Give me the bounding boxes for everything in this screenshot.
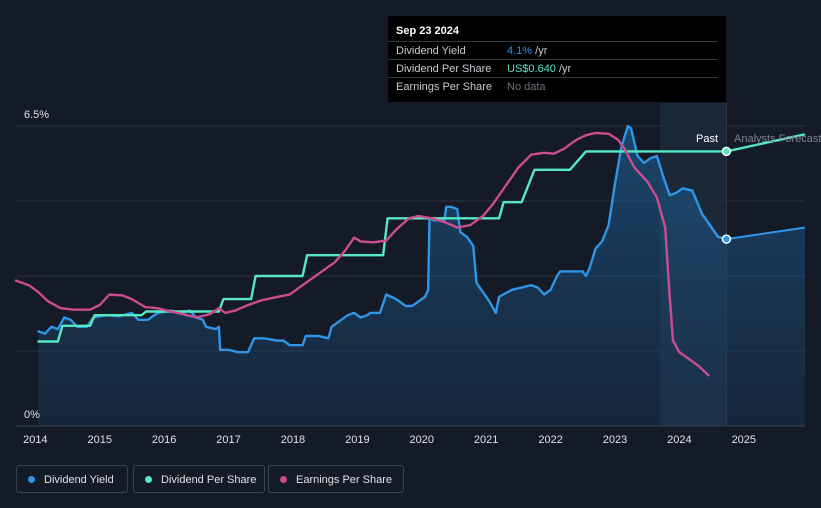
legend-label: Dividend Per Share xyxy=(161,474,257,486)
tooltip-value: No data xyxy=(507,81,546,93)
x-tick-label: 2019 xyxy=(345,434,369,446)
x-tick-label: 2023 xyxy=(603,434,627,446)
tooltip-date: Sep 23 2024 xyxy=(396,25,459,37)
past-label: Past xyxy=(696,133,718,145)
dividend-per-share-line xyxy=(37,150,728,343)
earnings-per-share-value: No data xyxy=(507,81,546,93)
x-tick-label: 2017 xyxy=(216,434,240,446)
tooltip-row-dividend-per-share: Dividend Per Share US$0.640 /yr xyxy=(388,59,718,78)
y-axis-ticks: 6.5% 0% xyxy=(24,109,49,421)
tooltip-suffix: /yr xyxy=(555,63,572,75)
dividend-per-share-marker xyxy=(721,146,732,157)
legend-item-dividend-yield[interactable]: Dividend Yield xyxy=(16,465,128,493)
dividend-yield-value: 4.1% xyxy=(507,45,533,57)
earnings-per-share-line xyxy=(14,131,710,377)
legend-label: Earnings Per Share xyxy=(296,474,392,486)
tooltip-label: Earnings Per Share xyxy=(396,81,492,93)
x-tick-label: 2015 xyxy=(87,434,111,446)
legend-dot-icon xyxy=(145,476,152,483)
dividend-per-share-value: US$0.640 xyxy=(507,63,556,75)
tooltip-value: 4.1% /yr xyxy=(507,45,547,57)
tooltip-label: Dividend Yield xyxy=(396,45,466,57)
tooltip-suffix: /yr xyxy=(532,45,548,57)
legend-item-earnings-per-share[interactable]: Earnings Per Share xyxy=(268,465,404,493)
analysts-forecasts-label: Analysts Forecasts xyxy=(734,133,821,145)
tooltip-label: Dividend Per Share xyxy=(396,63,492,75)
legend-dot-icon xyxy=(28,476,35,483)
y-tick-label: 6.5% xyxy=(24,109,49,121)
legend-label: Dividend Yield xyxy=(44,474,114,486)
legend-item-dividend-per-share[interactable]: Dividend Per Share xyxy=(133,465,265,493)
tooltip-row-earnings-per-share: Earnings Per Share No data xyxy=(388,77,718,96)
x-tick-label: 2014 xyxy=(23,434,47,446)
tooltip-value: US$0.640 /yr xyxy=(507,63,571,75)
legend-dot-icon xyxy=(280,476,287,483)
tooltip-row-dividend-yield: Dividend Yield 4.1% /yr xyxy=(388,41,718,60)
x-tick-label: 2018 xyxy=(281,434,305,446)
x-tick-label: 2016 xyxy=(152,434,176,446)
x-tick-label: 2024 xyxy=(667,434,691,446)
series-markers xyxy=(721,146,732,244)
x-tick-label: 2020 xyxy=(410,434,434,446)
x-tick-label: 2025 xyxy=(732,434,756,446)
tooltip: Sep 23 2024 Dividend Yield 4.1% /yr Divi… xyxy=(388,16,726,102)
series-lines xyxy=(14,124,806,377)
y-tick-label: 0% xyxy=(24,409,40,421)
dividend-yield-forecast-line xyxy=(726,226,806,241)
x-axis-ticks: 2014 2015 2016 2017 2018 2019 2020 2021 2022 2023… xyxy=(23,434,756,446)
x-tick-label: 2021 xyxy=(474,434,498,446)
x-tick-label: 2022 xyxy=(538,434,562,446)
dividend-per-share-forecast-line xyxy=(726,133,806,153)
dividend-yield-marker xyxy=(721,234,732,244)
